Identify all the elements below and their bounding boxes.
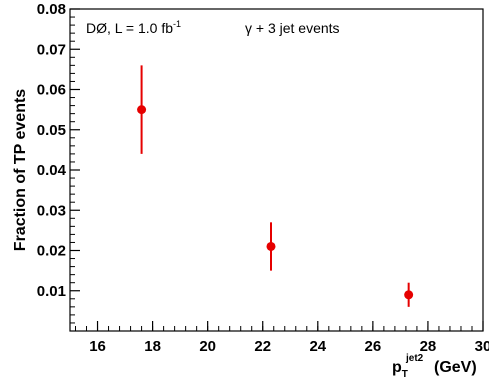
x-axis-title-sup: jet2	[405, 353, 424, 364]
y-tick-label: 0.08	[37, 1, 66, 18]
data-points	[137, 65, 414, 307]
y-tick-label: 0.07	[37, 41, 66, 58]
experiment-label-text: DØ, L = 1.0 fb	[86, 20, 173, 36]
process-label: γ + 3 jet events	[245, 20, 340, 36]
x-tick-label: 28	[420, 338, 437, 355]
y-tick-label: 0.06	[37, 82, 66, 99]
y-tick-label: 0.01	[37, 283, 66, 300]
y-axis-title: Fraction of TP events	[12, 89, 29, 252]
data-point	[137, 105, 147, 115]
x-tick-label: 24	[309, 338, 326, 355]
plot-frame	[69, 8, 484, 332]
y-tick-label: 0.02	[37, 243, 66, 260]
x-tick-label: 26	[365, 338, 382, 355]
x-tick-label: 22	[254, 338, 271, 355]
y-tick-label: 0.04	[37, 162, 67, 179]
x-tick-label: 16	[89, 338, 106, 355]
x-axis-title-sub: T	[402, 369, 408, 379]
experiment-label-sup: -1	[173, 19, 181, 29]
x-tick-label: 18	[144, 338, 161, 355]
data-point	[266, 241, 276, 251]
x-axis-title: pTjet2 (GeV)	[392, 353, 477, 379]
y-tick-label: 0.03	[37, 202, 66, 219]
x-axis-title-main: p	[392, 359, 402, 376]
experiment-label: DØ, L = 1.0 fb-1	[86, 19, 181, 36]
x-tick-label: 20	[199, 338, 216, 355]
data-point	[404, 290, 414, 300]
axis-ticks: 16 18 20 22 24 26 28 30 0.01 0.02 0.03 0.04 0.05 0.06…	[37, 1, 489, 355]
y-tick-label: 0.05	[37, 122, 66, 139]
x-tick-label: 30	[475, 338, 489, 355]
x-axis-title-unit: (GeV)	[434, 359, 477, 376]
